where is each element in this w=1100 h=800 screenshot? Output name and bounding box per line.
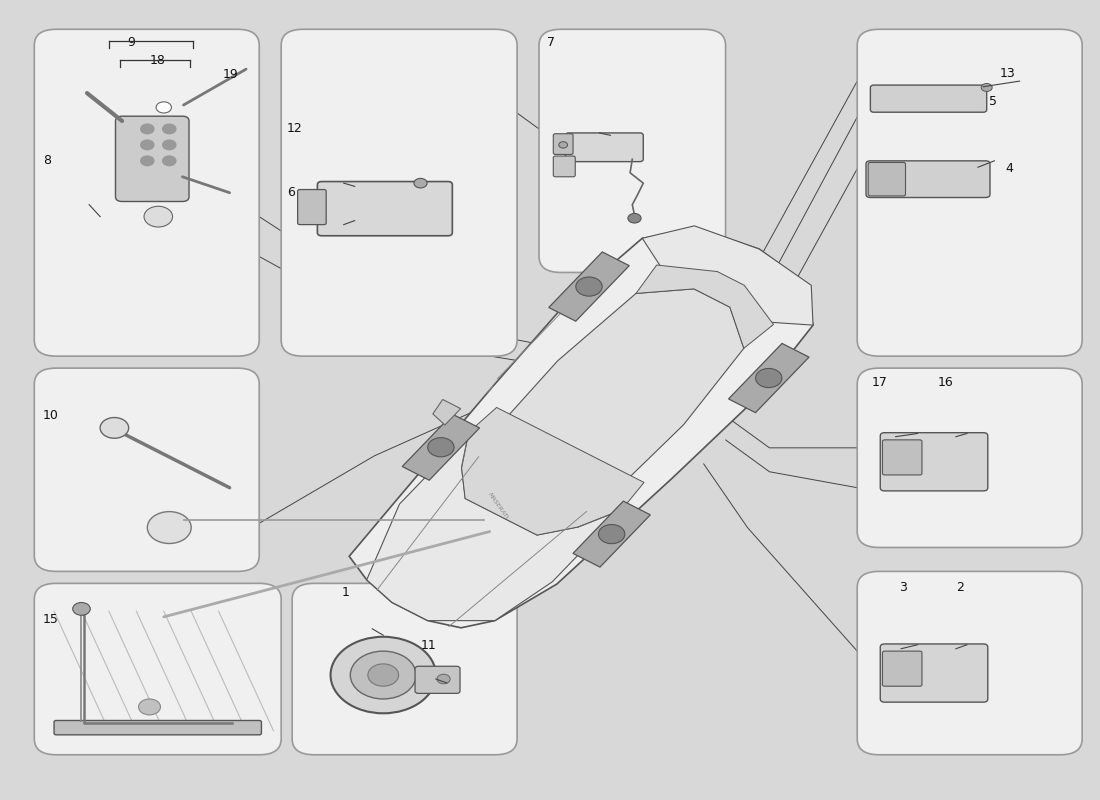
Text: 2: 2 <box>956 581 964 594</box>
Polygon shape <box>642 226 813 325</box>
FancyBboxPatch shape <box>882 651 922 686</box>
FancyBboxPatch shape <box>34 30 260 356</box>
Text: 5: 5 <box>989 94 997 107</box>
Polygon shape <box>462 407 644 535</box>
Polygon shape <box>366 432 622 621</box>
FancyBboxPatch shape <box>565 133 643 162</box>
Circle shape <box>331 637 436 714</box>
Circle shape <box>981 83 992 91</box>
Polygon shape <box>549 252 629 321</box>
Circle shape <box>163 156 176 166</box>
Text: 18: 18 <box>150 54 165 67</box>
Circle shape <box>367 664 398 686</box>
Text: 11: 11 <box>420 639 437 652</box>
FancyBboxPatch shape <box>34 368 260 571</box>
Text: 1: 1 <box>341 586 350 599</box>
FancyBboxPatch shape <box>870 85 987 112</box>
Text: 10: 10 <box>43 410 59 422</box>
FancyBboxPatch shape <box>553 156 575 177</box>
FancyBboxPatch shape <box>116 116 189 202</box>
Text: 13: 13 <box>1000 66 1015 80</box>
Circle shape <box>141 156 154 166</box>
FancyBboxPatch shape <box>415 666 460 694</box>
Circle shape <box>163 124 176 134</box>
Polygon shape <box>728 343 808 413</box>
Circle shape <box>141 124 154 134</box>
Text: 6: 6 <box>287 186 295 199</box>
Circle shape <box>756 369 782 387</box>
FancyBboxPatch shape <box>54 721 262 735</box>
Circle shape <box>598 525 625 544</box>
Polygon shape <box>462 289 744 535</box>
Circle shape <box>628 214 641 223</box>
Circle shape <box>559 142 568 148</box>
Text: 3: 3 <box>899 581 906 594</box>
Polygon shape <box>349 230 813 628</box>
FancyBboxPatch shape <box>539 30 726 273</box>
FancyBboxPatch shape <box>857 368 1082 547</box>
FancyBboxPatch shape <box>880 433 988 491</box>
Circle shape <box>100 418 129 438</box>
FancyBboxPatch shape <box>293 583 517 754</box>
Polygon shape <box>573 501 650 567</box>
FancyBboxPatch shape <box>298 190 327 225</box>
Polygon shape <box>432 399 461 425</box>
Text: 17: 17 <box>871 376 888 389</box>
Circle shape <box>575 277 602 296</box>
Circle shape <box>163 140 176 150</box>
FancyBboxPatch shape <box>318 182 452 236</box>
Text: 7: 7 <box>547 36 554 50</box>
FancyBboxPatch shape <box>857 30 1082 356</box>
Circle shape <box>156 102 172 113</box>
Text: MASERATI: MASERATI <box>487 491 509 520</box>
FancyBboxPatch shape <box>866 161 990 198</box>
Polygon shape <box>403 414 480 480</box>
Text: 4: 4 <box>1005 162 1013 175</box>
Circle shape <box>147 512 191 543</box>
Circle shape <box>144 206 173 227</box>
FancyBboxPatch shape <box>868 162 905 196</box>
FancyBboxPatch shape <box>282 30 517 356</box>
Text: 12: 12 <box>287 122 303 135</box>
Circle shape <box>139 699 161 715</box>
Circle shape <box>437 674 450 684</box>
FancyBboxPatch shape <box>553 134 573 154</box>
Circle shape <box>428 438 454 457</box>
FancyBboxPatch shape <box>34 583 282 754</box>
Circle shape <box>73 602 90 615</box>
FancyBboxPatch shape <box>880 644 988 702</box>
Text: 19: 19 <box>223 68 239 82</box>
Text: 15: 15 <box>43 613 59 626</box>
FancyBboxPatch shape <box>882 440 922 475</box>
Text: 8: 8 <box>43 154 51 167</box>
FancyBboxPatch shape <box>857 571 1082 754</box>
Circle shape <box>350 651 416 699</box>
Circle shape <box>414 178 427 188</box>
Text: 9: 9 <box>126 36 135 50</box>
Text: 16: 16 <box>937 376 953 389</box>
Polygon shape <box>636 265 773 348</box>
Circle shape <box>141 140 154 150</box>
